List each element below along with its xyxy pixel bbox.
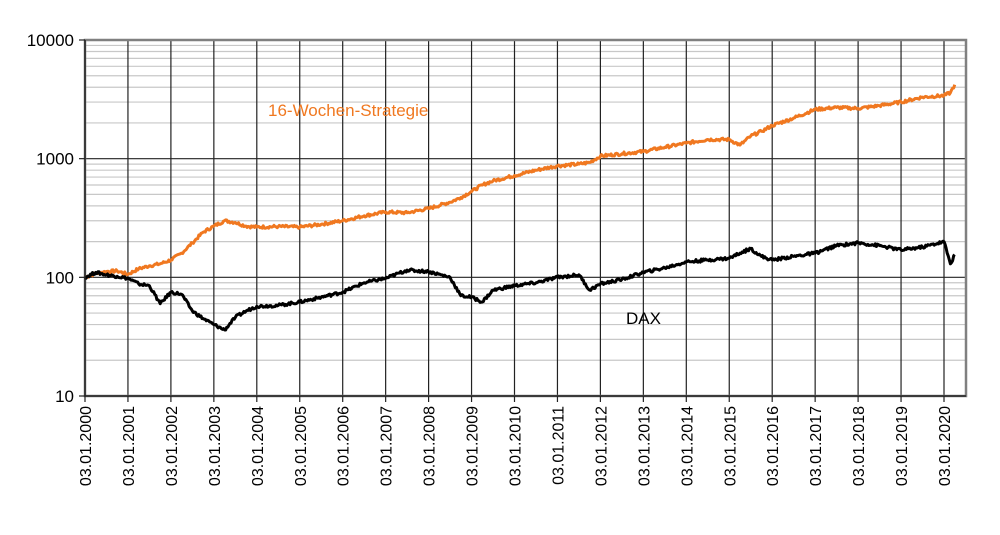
strategy-annotation: 16-Wochen-Strategie (268, 101, 428, 120)
y-axis: 10 100 1000 10000 (27, 31, 966, 406)
x-tick-label: 03.01.2020 (937, 406, 954, 486)
x-tick-label: 03.01.2006 (336, 406, 353, 486)
x-tick-label: 03.01.2008 (422, 406, 439, 486)
x-tick-label: 03.01.2005 (293, 406, 310, 486)
dax-annotation: DAX (626, 309, 661, 328)
x-tick-label: 03.01.2000 (78, 406, 95, 486)
series-layer (83, 84, 957, 332)
y-tick-label: 1000 (36, 150, 74, 169)
x-tick-label: 03.01.2010 (508, 406, 525, 486)
x-tick-label: 03.01.2017 (808, 406, 825, 486)
plot-frame (83, 38, 968, 398)
x-tick-label: 03.01.2001 (121, 406, 138, 486)
x-tick-label: 03.01.2016 (765, 406, 782, 486)
x-tick-label: 03.01.2004 (250, 406, 267, 486)
x-tick-label: 03.01.2003 (207, 406, 224, 486)
x-tick-label: 03.01.2011 (550, 406, 567, 485)
x-tick-label: 03.01.2002 (164, 406, 181, 486)
y-tick-label: 100 (46, 268, 74, 287)
strategy-line (84, 84, 957, 279)
y-tick-label: 10000 (27, 31, 74, 50)
x-tick-label: 03.01.2013 (636, 406, 653, 486)
x-tick-label: 03.01.2014 (679, 406, 696, 486)
vertical-gridlines (127, 40, 945, 396)
x-tick-label: 03.01.2012 (593, 406, 610, 486)
x-tick-label: 03.01.2007 (379, 406, 396, 486)
x-tick-label: 03.01.2015 (722, 406, 739, 486)
x-tick-label: 03.01.2009 (465, 406, 482, 486)
minor-gridlines (85, 44, 966, 361)
x-axis: 03.01.2000 03.01.2001 03.01.2002 03.01.2003… (78, 396, 954, 486)
major-gridlines (85, 158, 966, 278)
y-tick-label: 10 (55, 387, 74, 406)
x-tick-label: 03.01.2019 (894, 406, 911, 486)
dax-line (83, 239, 956, 332)
x-tick-label: 03.01.2018 (851, 406, 868, 486)
